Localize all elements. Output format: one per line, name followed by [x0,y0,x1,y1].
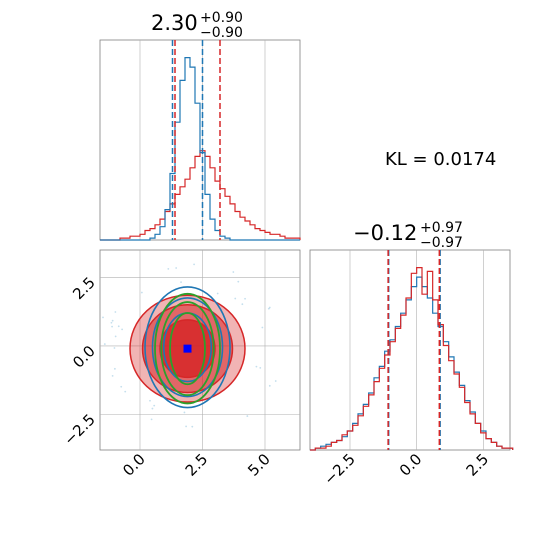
scatter-point [180,281,182,284]
panel-hist-param1-series [100,57,301,241]
scatter-point [117,325,120,328]
title-param2-lower: −0.97 [420,235,463,251]
contour-green-level-0 [169,312,206,386]
hist-param2-red [310,267,514,451]
scatter-point [234,297,237,300]
ticks-right-x: −2.5 0.0 2.5 [320,450,492,488]
scatter-point [268,384,271,387]
title-param1-value: 2.30 [151,11,198,35]
panel-2d-grid [100,250,300,450]
scatter-point [175,267,178,269]
tick-label-2d-x-0: 0.0 [119,450,149,480]
scatter-point [140,291,143,294]
scatter-point [102,316,104,319]
scatter-point [268,306,271,309]
tick-label-2d-x-2: 5.0 [244,450,274,480]
tick-label-2d-y-0: −2.5 [60,410,98,448]
scatter-point [274,380,277,382]
scatter-point [111,325,113,328]
contour-green-level-1 [160,301,215,397]
tick-label-2d-y-1: 0.0 [69,342,99,372]
scatter-point [246,415,249,417]
scatter-point [111,375,114,377]
scatter-point [113,367,116,370]
scatter-point [153,404,156,407]
scatter-point [232,271,235,273]
scatter-point [114,335,117,338]
scatter-point [185,425,188,428]
kl-label: KL = 0.0174 [385,149,496,170]
ticks-2d-x: 0.0 2.5 5.0 [119,450,274,480]
scatter-point [150,418,153,421]
scatter-point [167,267,170,270]
contour-blue-level-1 [151,297,224,398]
scatter-point [124,390,127,393]
scatter-point [193,263,195,266]
title-param1: 2.30 +0.90 −0.90 [151,10,243,41]
contour-blue-level-2 [144,286,231,409]
hist-param1-red [100,150,301,241]
tick-label-2d-y-2: 2.5 [69,273,99,303]
scatter-point [237,280,240,283]
scatter-point [114,311,117,313]
panel-2d [99,249,301,451]
scatter-point [149,399,151,402]
scatter-point [261,326,264,329]
title-param2-value: −0.12 [353,221,417,245]
scatter-point [111,319,114,322]
scatter-point [216,292,219,295]
title-param1-upper: +0.90 [200,10,243,26]
title-param2: −0.12 +0.97 −0.97 [353,220,463,251]
ticks-2d-y: −2.5 0.0 2.5 [60,273,98,448]
scatter-point [244,297,246,300]
hist-param1-blue [100,57,300,241]
scatter-point [151,407,154,410]
panel-hist-param2-quantiles [387,250,441,450]
tick-label-param2-x-2: 2.5 [463,450,493,480]
panel-2d-contours [102,263,277,428]
tick-label-param2-x-1: 0.0 [396,450,426,480]
truth-marker [183,344,192,353]
tick-label-param2-x-0: −2.5 [320,450,358,488]
contour-green-level-2 [154,292,221,405]
scatter-point [113,347,116,349]
scatter-point [255,365,258,368]
scatter-point [120,385,123,388]
title-param2-upper: +0.97 [420,220,463,236]
panel-hist-param2-frame [309,249,511,451]
scatter-point [103,343,106,345]
scatter-point [191,425,194,428]
scatter-point [259,366,262,369]
title-param1-lower: −0.90 [200,25,243,41]
panel-hist-param2 [309,249,514,451]
tick-label-2d-x-1: 2.5 [182,450,212,480]
panel-hist-param2-series [310,267,514,451]
panel-hist-param1 [99,39,301,241]
scatter-point [110,321,113,324]
scatter-point [183,411,186,414]
scatter-point [121,328,124,331]
panel-hist-param1-quantiles [171,40,221,240]
scatter-point [241,303,244,306]
